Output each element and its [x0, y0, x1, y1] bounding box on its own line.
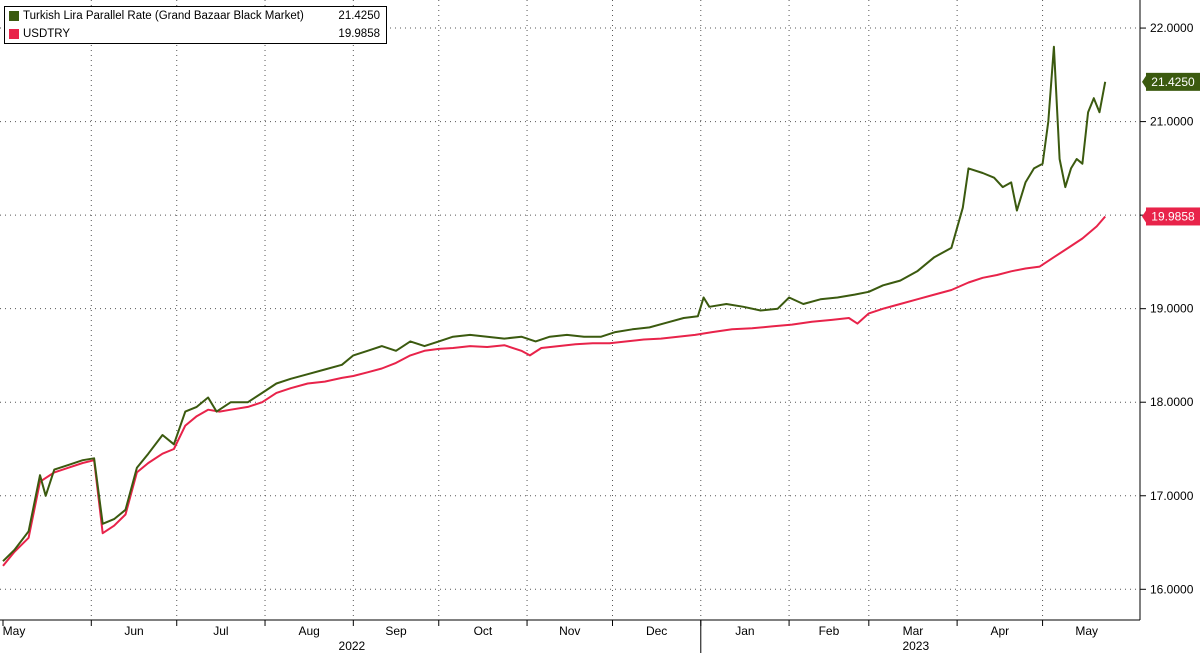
x-tick-label: Jul — [213, 624, 228, 638]
x-tick-label: May — [1075, 624, 1098, 638]
x-tick-label: Feb — [819, 624, 840, 638]
x-tick-label: Aug — [298, 624, 319, 638]
last-value-badge-parallel-rate: 21.4250 — [1142, 72, 1200, 91]
x-tick-label: Dec — [646, 624, 667, 638]
svg-text:21.4250: 21.4250 — [1151, 75, 1195, 89]
legend-swatch-usdtry — [9, 29, 19, 39]
y-tick-label: 18.0000 — [1150, 395, 1194, 409]
x-tick-label: Apr — [990, 624, 1009, 638]
legend-label-usdtry: USDTRY — [23, 28, 71, 40]
x-tick-label: May — [3, 624, 26, 638]
x-tick-label: Jun — [124, 624, 143, 638]
y-tick-label: 22.0000 — [1150, 21, 1194, 35]
series-line-parallel-rate — [2, 45, 1107, 562]
legend-item-parallel-rate: Turkish Lira Parallel Rate (Grand Bazaar… — [5, 7, 386, 25]
badge-layer: 21.4250 19.9858 — [1142, 72, 1200, 226]
legend-item-usdtry: USDTRY 19.9858 — [5, 25, 386, 43]
y-tick-label: 21.0000 — [1150, 115, 1194, 129]
series-line-usdtry — [2, 215, 1106, 567]
legend-value-usdtry: 19.9858 — [338, 28, 380, 40]
x-year-label: 2023 — [902, 639, 929, 653]
x-tick-label: Sep — [385, 624, 407, 638]
y-tick-label: 16.0000 — [1150, 582, 1194, 596]
series-layer — [2, 45, 1107, 567]
x-tick-label: Jan — [735, 624, 754, 638]
x-year-label: 2022 — [339, 639, 366, 653]
x-tick-label: Mar — [903, 624, 924, 638]
legend-swatch-parallel-rate — [9, 11, 19, 21]
y-tick-label: 19.0000 — [1150, 302, 1194, 316]
x-tick-label: Oct — [474, 624, 493, 638]
legend-label-parallel-rate: Turkish Lira Parallel Rate (Grand Bazaar… — [23, 10, 304, 22]
svg-text:19.9858: 19.9858 — [1151, 209, 1195, 223]
legend-value-parallel-rate: 21.4250 — [338, 10, 380, 22]
y-tick-label: 17.0000 — [1150, 489, 1194, 503]
grid-layer — [0, 0, 1140, 620]
legend: Turkish Lira Parallel Rate (Grand Bazaar… — [4, 6, 387, 44]
x-tick-label: Nov — [559, 624, 580, 638]
last-value-badge-usdtry: 19.9858 — [1142, 207, 1200, 226]
